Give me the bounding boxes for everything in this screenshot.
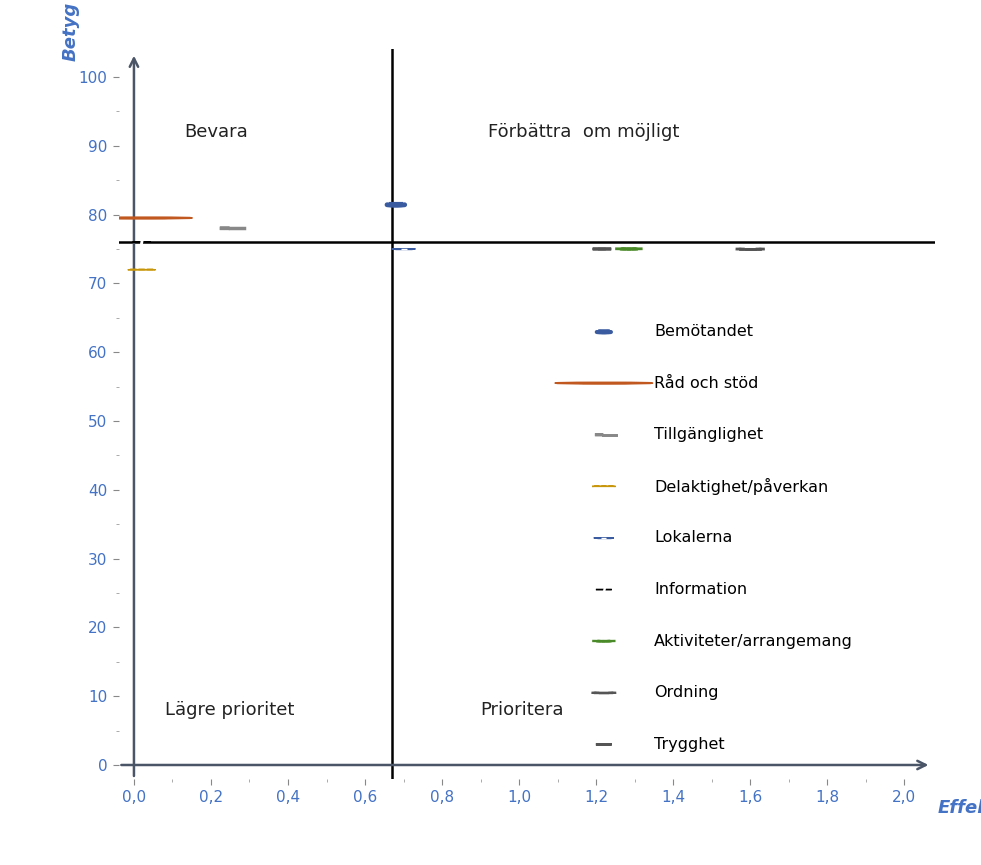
FancyBboxPatch shape — [116, 218, 170, 219]
FancyBboxPatch shape — [555, 382, 652, 384]
Text: Aktiviteter/arrangemang: Aktiviteter/arrangemang — [654, 634, 852, 649]
Text: Delaktighet/påverkan: Delaktighet/påverkan — [654, 477, 828, 495]
Text: i: i — [601, 582, 606, 597]
Text: Förbättra  om möjligt: Förbättra om möjligt — [489, 123, 680, 141]
X-axis label: Effekt: Effekt — [937, 799, 981, 817]
Text: Lägre prioritet: Lägre prioritet — [165, 701, 294, 719]
Text: i: i — [138, 233, 144, 251]
FancyBboxPatch shape — [91, 217, 192, 219]
Text: Prioritera: Prioritera — [481, 701, 564, 719]
Text: Information: Information — [654, 582, 748, 597]
Text: Tillgänglighet: Tillgänglighet — [654, 427, 763, 442]
Text: Bemötandet: Bemötandet — [654, 324, 753, 339]
Y-axis label: Betyg: Betyg — [62, 2, 79, 61]
Text: Ordning: Ordning — [654, 685, 718, 701]
Text: Bevara: Bevara — [184, 123, 248, 141]
Text: Lokalerna: Lokalerna — [654, 530, 732, 546]
Text: Råd och stöd: Råd och stöd — [654, 375, 758, 391]
Text: Trygghet: Trygghet — [654, 737, 725, 752]
